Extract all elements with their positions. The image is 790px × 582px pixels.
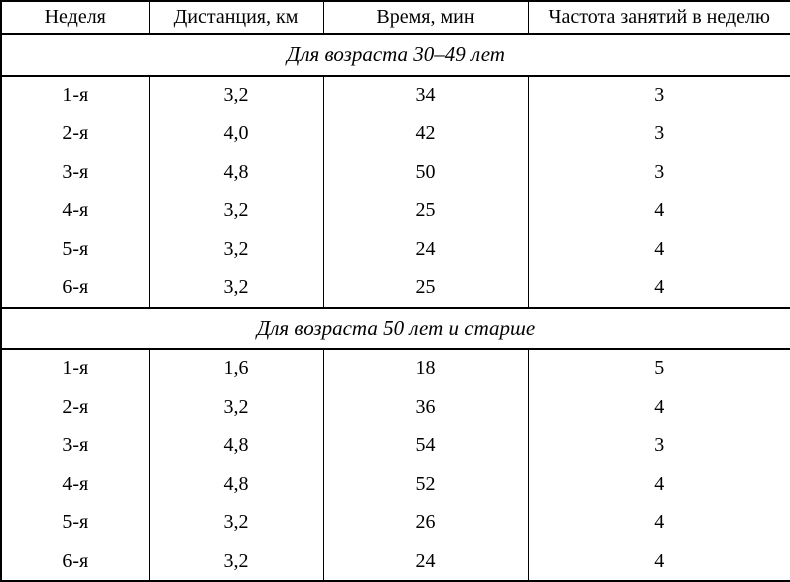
time-cell: 52 <box>322 465 528 504</box>
time-cell: 25 <box>322 191 528 231</box>
distance-cell: 3,2 <box>148 268 323 308</box>
frequency-cell: 3 <box>527 152 790 192</box>
time-cell: 36 <box>322 387 528 427</box>
frequency-cell: 4 <box>527 503 790 543</box>
time-cell: 42 <box>322 114 528 153</box>
distance-cell: 3,2 <box>148 542 323 581</box>
section-age-30-49: Для возраста 30–49 лет 1-я 3,2 34 3 2-я … <box>1 33 790 308</box>
distance-cell: 1,6 <box>148 349 323 388</box>
frequency-cell: 4 <box>527 230 790 269</box>
section-title: Для возраста 30–49 лет <box>1 33 790 77</box>
section-age-50-plus: Для возраста 50 лет и старше 1-я 1,6 18 … <box>1 306 790 581</box>
week-cell: 2-я <box>62 395 89 418</box>
time-cell: 24 <box>322 542 528 581</box>
table-row: 1-я 3,2 34 3 <box>1 75 790 115</box>
week-cell: 3-я <box>62 160 89 183</box>
week-cell: 6-я <box>62 276 89 299</box>
distance-cell: 4,8 <box>148 465 323 504</box>
week-cell: 4-я <box>62 472 89 495</box>
table-row: 6-я 3,2 25 4 <box>1 268 790 308</box>
frequency-cell: 4 <box>527 191 790 231</box>
week-cell: 5-я <box>62 511 89 534</box>
frequency-cell: 3 <box>527 426 790 466</box>
time-cell: 24 <box>322 230 528 269</box>
header-row: Неделя Дистанция, км Время, мин Частота … <box>1 1 790 35</box>
week-cell: 3-я <box>62 434 89 457</box>
distance-cell: 3,2 <box>148 387 323 427</box>
distance-cell: 3,2 <box>148 230 323 269</box>
table-row: 5-я 3,2 26 4 <box>1 503 790 543</box>
distance-cell: 4,0 <box>148 114 323 153</box>
week-cell: 1-я <box>62 357 89 380</box>
frequency-cell: 4 <box>527 465 790 504</box>
section-title-row: Для возраста 50 лет и старше <box>1 306 790 351</box>
distance-cell: 3,2 <box>148 191 323 231</box>
table-row: 1-я 1,6 18 5 <box>1 349 790 388</box>
distance-cell: 3,2 <box>148 503 323 543</box>
col-header-frequency: Частота занятий в неделю <box>527 1 790 35</box>
week-cell: 4-я <box>62 199 89 222</box>
table-row: 2-я 4,0 42 3 <box>1 114 790 153</box>
week-cell: 1-я <box>62 83 89 106</box>
col-header-week: Неделя <box>1 1 149 35</box>
frequency-cell: 3 <box>527 114 790 153</box>
frequency-cell: 4 <box>527 387 790 427</box>
table-row: 3-я 4,8 50 3 <box>1 152 790 192</box>
time-cell: 54 <box>322 426 528 466</box>
table-row: 3-я 4,8 54 3 <box>1 426 790 466</box>
frequency-cell: 5 <box>527 349 790 388</box>
week-cell: 5-я <box>62 237 89 260</box>
frequency-cell: 3 <box>527 75 790 115</box>
distance-cell: 4,8 <box>148 426 323 466</box>
col-header-distance: Дистанция, км <box>148 1 323 35</box>
week-cell: 2-я <box>62 122 89 145</box>
time-cell: 18 <box>322 349 528 388</box>
frequency-cell: 4 <box>527 268 790 308</box>
table-row: 6-я 3,2 24 4 <box>1 542 790 581</box>
section-title-row: Для возраста 30–49 лет <box>1 33 790 77</box>
table-row: 2-я 3,2 36 4 <box>1 387 790 427</box>
distance-cell: 3,2 <box>148 75 323 115</box>
table-row: 5-я 3,2 24 4 <box>1 230 790 269</box>
time-cell: 34 <box>322 75 528 115</box>
week-cell: 6-я <box>62 549 89 572</box>
col-header-time: Время, мин <box>322 1 528 35</box>
table-row: 4-я 3,2 25 4 <box>1 191 790 231</box>
table-row: 4-я 4,8 52 4 <box>1 465 790 504</box>
frequency-cell: 4 <box>527 542 790 581</box>
time-cell: 26 <box>322 503 528 543</box>
time-cell: 25 <box>322 268 528 308</box>
time-cell: 50 <box>322 152 528 192</box>
section-title: Для возраста 50 лет и старше <box>1 306 790 351</box>
distance-cell: 4,8 <box>148 152 323 192</box>
